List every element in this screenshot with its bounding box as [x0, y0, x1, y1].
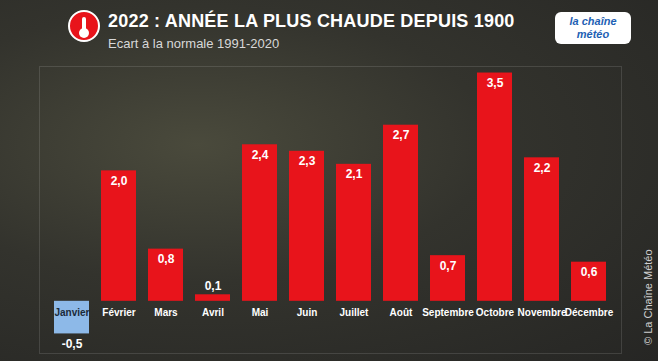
html-text:2022 : ANNÉE LA PLUS CHAUDE DE: 2022 : ANNÉE LA PLUS CHAUDE DEPUIS 1900: [108, 11, 515, 31]
svg-text:Juillet: Juillet: [340, 307, 370, 318]
svg-text:0,1: 0,1: [205, 279, 222, 293]
svg-text:-0,5: -0,5: [62, 337, 83, 351]
svg-text:Février: Février: [102, 307, 135, 318]
svg-text:Janvier: Janvier: [54, 307, 89, 318]
svg-text:2,3: 2,3: [299, 154, 316, 168]
svg-text:Mai: Mai: [252, 307, 269, 318]
svg-text:2,4: 2,4: [252, 148, 269, 162]
html-text:© La Chaîne Météo: © La Chaîne Météo: [642, 249, 654, 345]
svg-text:2,7: 2,7: [393, 128, 410, 142]
svg-text:Octobre: Octobre: [476, 307, 515, 318]
svg-text:0,7: 0,7: [440, 258, 457, 272]
svg-text:0,8: 0,8: [158, 252, 175, 266]
svg-text:0,6: 0,6: [581, 265, 598, 279]
html-text:Ecart à la normale 1991-2020: Ecart à la normale 1991-2020: [108, 36, 280, 51]
svg-text:2,2: 2,2: [534, 161, 551, 175]
svg-text:Août: Août: [390, 307, 413, 318]
html-text:la chaîne météo: la chaîne météo: [569, 15, 617, 40]
svg-text:Avril: Avril: [202, 307, 224, 318]
svg-text:2,1: 2,1: [346, 167, 363, 181]
svg-text:Décembre: Décembre: [565, 307, 614, 318]
svg-text:Septembre: Septembre: [422, 307, 474, 318]
svg-text:Juin: Juin: [297, 307, 318, 318]
svg-text:Mars: Mars: [154, 307, 178, 318]
svg-text:Novembre: Novembre: [518, 307, 567, 318]
svg-text:3,5: 3,5: [487, 76, 504, 90]
svg-text:2,0: 2,0: [111, 174, 128, 188]
